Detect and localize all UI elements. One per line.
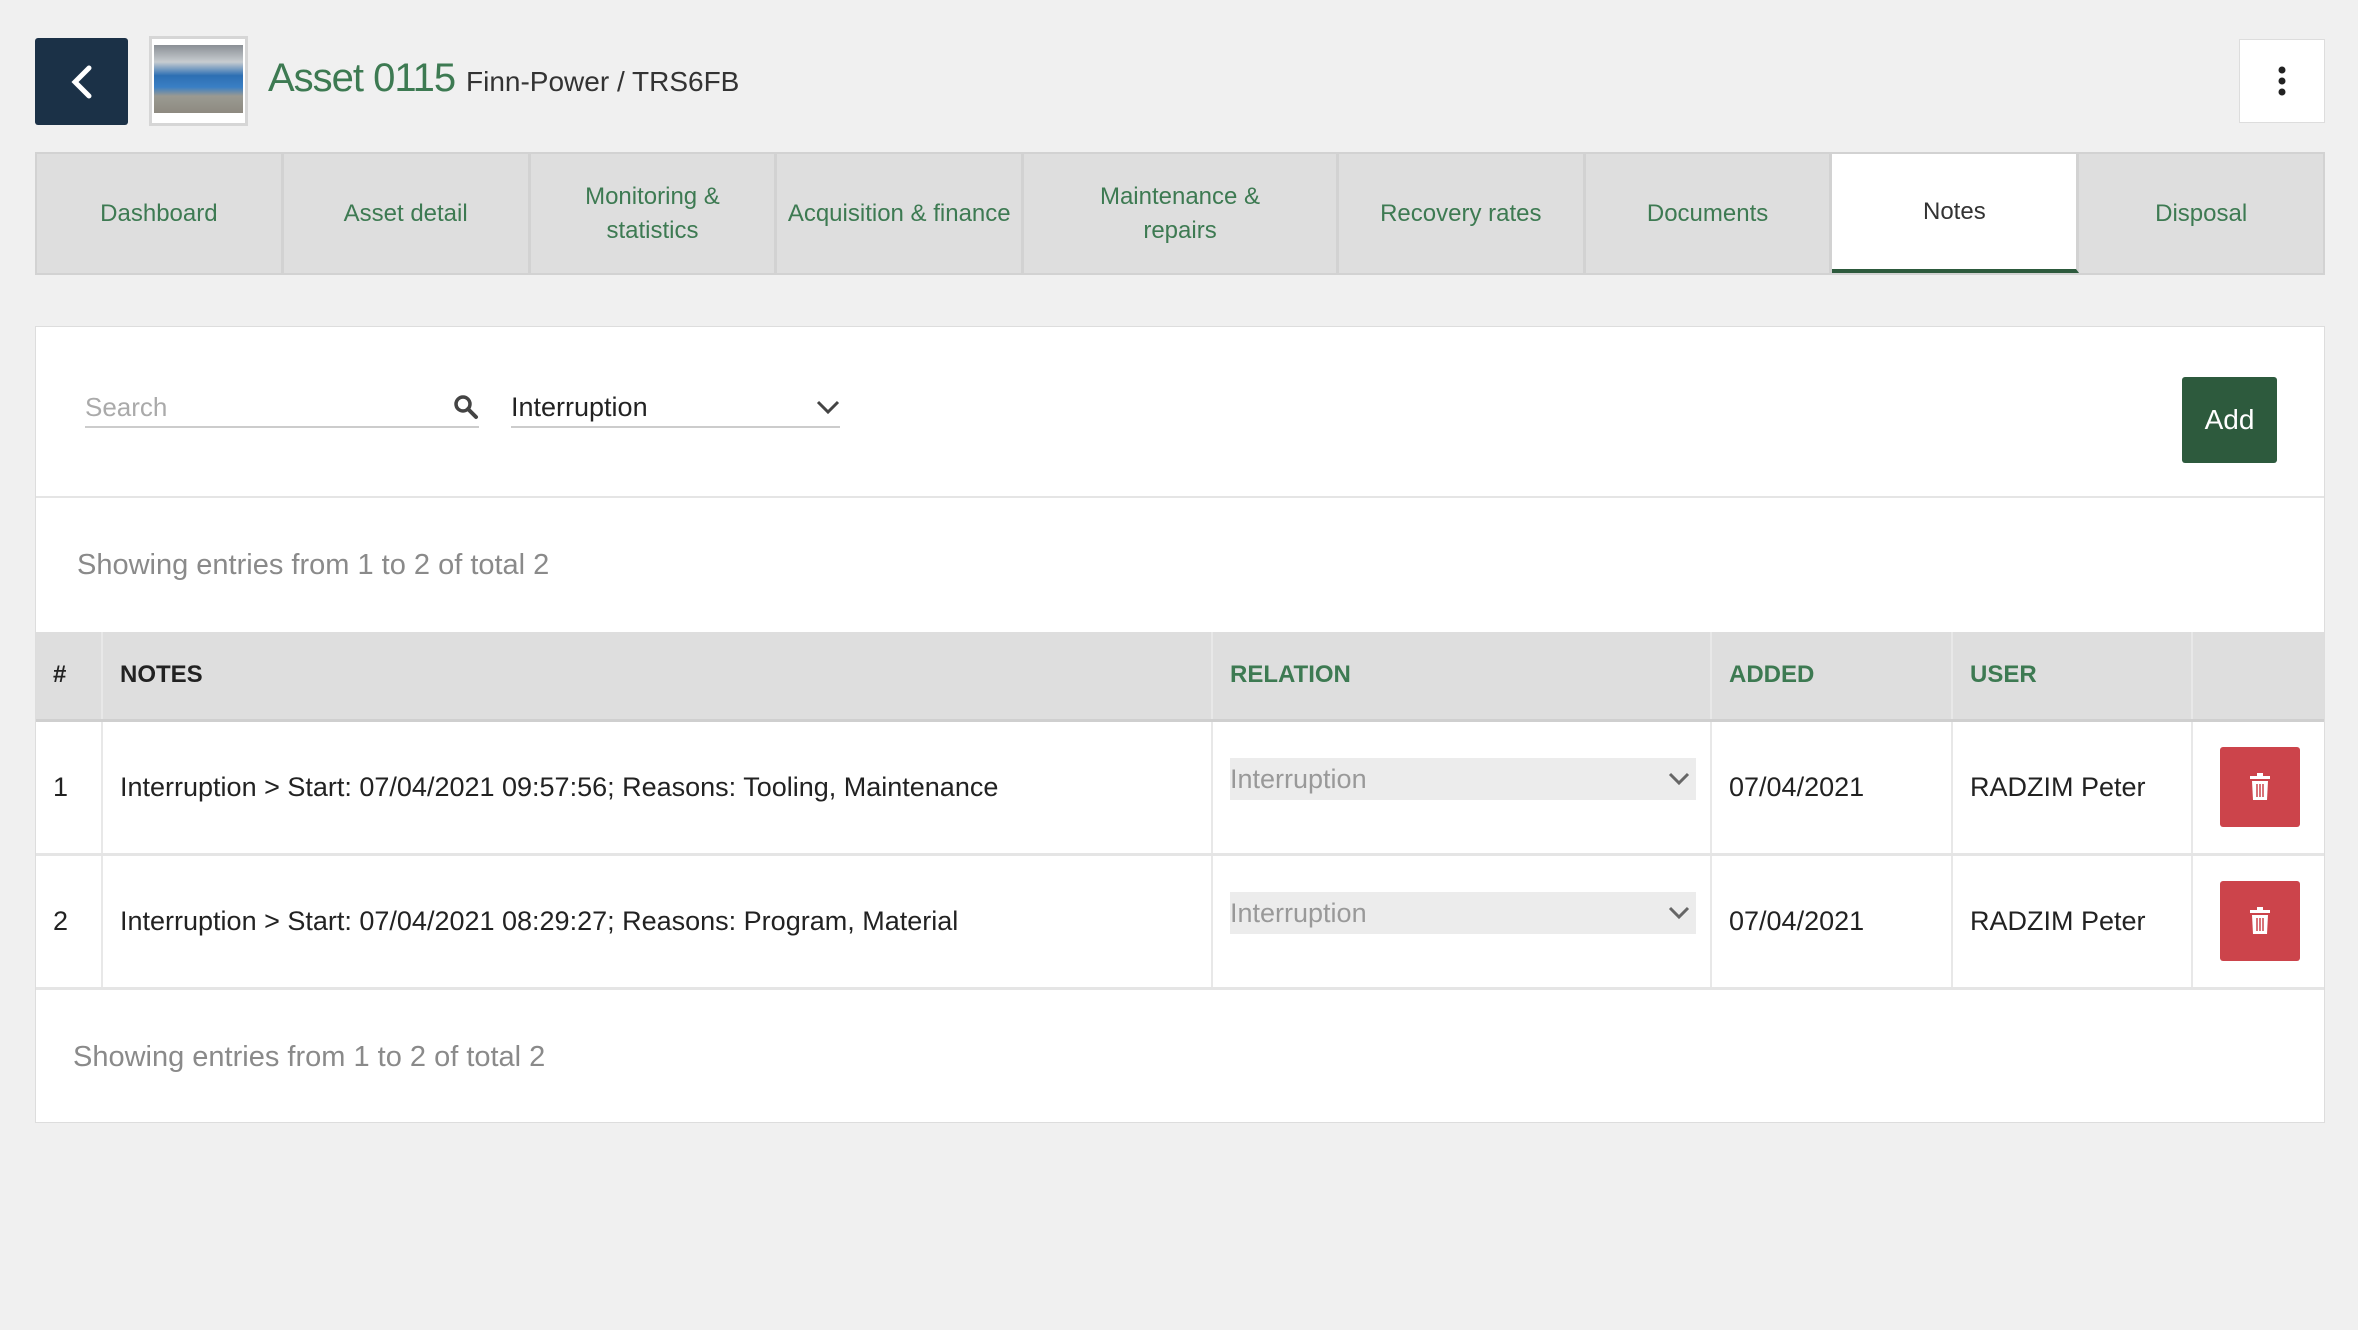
chevron-down-icon: [1668, 906, 1690, 920]
relation-value: Interruption: [1230, 763, 1367, 794]
tab-bar: Dashboard Asset detail Monitoring & stat…: [35, 152, 2325, 275]
notes-panel: Search Interruption Add Showing entries …: [35, 326, 2325, 1123]
col-notes[interactable]: NOTES: [102, 632, 1213, 722]
col-added[interactable]: ADDED: [1711, 632, 1953, 722]
trash-icon: [2250, 907, 2270, 934]
divider: [36, 496, 2324, 498]
row-user: RADZIM Peter: [1952, 854, 2193, 990]
table-row: 1 Interruption > Start: 07/04/2021 09:57…: [36, 720, 2324, 856]
vertical-dots-icon: [2278, 66, 2286, 96]
tab-asset-detail[interactable]: Asset detail: [284, 154, 531, 273]
entries-summary-top: Showing entries from 1 to 2 of total 2: [77, 549, 550, 581]
row-num: 2: [36, 854, 103, 990]
search-icon: [454, 395, 478, 419]
entries-summary-bottom: Showing entries from 1 to 2 of total 2: [73, 1041, 546, 1073]
delete-button[interactable]: [2220, 881, 2300, 961]
row-added: 07/04/2021: [1711, 720, 1953, 856]
table-row: 2 Interruption > Start: 07/04/2021 08:29…: [36, 854, 2324, 990]
chevron-left-icon: [70, 65, 91, 98]
relation-select[interactable]: Interruption: [1230, 892, 1696, 934]
tab-monitoring-statistics[interactable]: Monitoring & statistics: [531, 154, 778, 273]
more-menu-button[interactable]: [2239, 39, 2325, 123]
relation-filter-select[interactable]: Interruption: [511, 388, 840, 428]
page-title: Asset 0115: [268, 56, 456, 100]
row-num: 1: [36, 720, 103, 856]
col-relation[interactable]: RELATION: [1212, 632, 1712, 722]
filter-value: Interruption: [511, 391, 648, 422]
col-actions: [2192, 632, 2324, 722]
tab-acquisition-finance[interactable]: Acquisition & finance: [777, 154, 1025, 273]
tab-maintenance-repairs[interactable]: Maintenance & repairs: [1024, 154, 1339, 273]
relation-select[interactable]: Interruption: [1230, 758, 1696, 800]
row-notes: Interruption > Start: 07/04/2021 09:57:5…: [102, 720, 1213, 856]
relation-value: Interruption: [1230, 897, 1367, 928]
tab-recovery-rates[interactable]: Recovery rates: [1339, 154, 1586, 273]
asset-subtitle: Finn-Power / TRS6FB: [466, 66, 740, 97]
delete-button[interactable]: [2220, 747, 2300, 827]
notes-table: # NOTES RELATION ADDED USER 1 Interrupti…: [36, 632, 2324, 990]
search-placeholder: Search: [85, 391, 168, 422]
col-user[interactable]: USER: [1952, 632, 2193, 722]
chevron-down-icon: [1668, 772, 1690, 786]
table-header-row: # NOTES RELATION ADDED USER: [36, 632, 2324, 722]
row-user: RADZIM Peter: [1952, 720, 2193, 856]
row-added: 07/04/2021: [1711, 854, 1953, 990]
add-button[interactable]: Add: [2182, 377, 2277, 463]
asset-thumbnail: [149, 36, 248, 126]
trash-icon: [2250, 773, 2270, 800]
tab-disposal[interactable]: Disposal: [2155, 199, 2248, 227]
tab-documents[interactable]: Documents: [1586, 154, 1833, 273]
tab-notes[interactable]: Notes: [1832, 154, 2080, 273]
row-notes: Interruption > Start: 07/04/2021 08:29:2…: [102, 854, 1213, 990]
tab-dashboard[interactable]: Dashboard: [37, 154, 284, 273]
search-input[interactable]: Search: [85, 388, 479, 428]
col-num: #: [36, 632, 103, 722]
chevron-down-icon: [816, 400, 840, 415]
back-button[interactable]: [35, 38, 128, 125]
